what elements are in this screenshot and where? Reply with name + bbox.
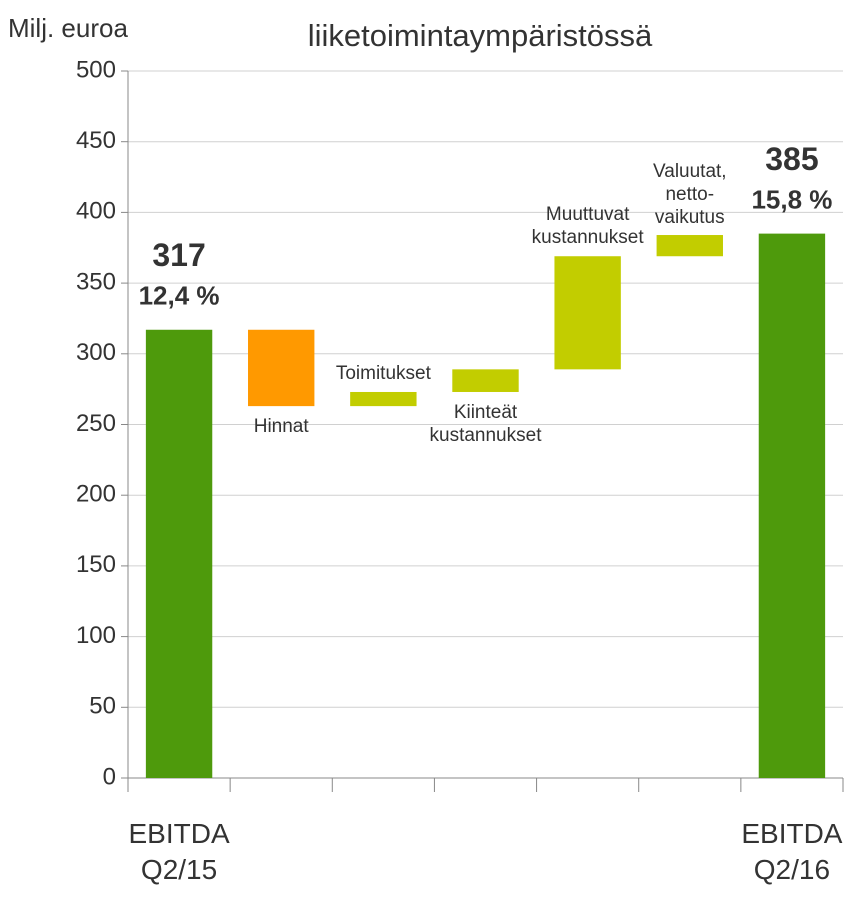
value-label: 385 bbox=[765, 141, 818, 177]
margin-label: 12,4 % bbox=[139, 281, 220, 311]
y-tick-label: 350 bbox=[76, 268, 116, 295]
bar bbox=[554, 256, 621, 370]
bar bbox=[145, 329, 213, 778]
bar bbox=[452, 369, 519, 392]
value-label: 317 bbox=[152, 237, 205, 273]
category-label: Toimitukset bbox=[335, 362, 431, 384]
y-tick-label: 450 bbox=[76, 127, 116, 154]
y-tick-label: 300 bbox=[76, 339, 116, 366]
chart-title: liiketoimintaympäristössä bbox=[308, 18, 653, 53]
y-tick-label: 500 bbox=[76, 56, 116, 83]
category-label: Hinnat bbox=[253, 416, 309, 438]
y-tick-label: 400 bbox=[76, 198, 116, 225]
y-tick-label: 150 bbox=[76, 551, 116, 578]
bar bbox=[350, 391, 417, 407]
category-label: Muuttuvat kustannukset bbox=[531, 204, 644, 249]
y-tick-label: 250 bbox=[76, 410, 116, 437]
bar bbox=[656, 235, 723, 257]
y-tick-label: 100 bbox=[76, 622, 116, 649]
bar bbox=[758, 233, 826, 779]
y-tick-label: 0 bbox=[103, 763, 116, 790]
margin-label: 15,8 % bbox=[751, 184, 832, 214]
x-tick-label: EBITDA Q2/16 bbox=[741, 818, 843, 886]
x-tick-label: EBITDA Q2/15 bbox=[128, 818, 230, 886]
category-label: Kiinteät kustannukset bbox=[429, 401, 542, 446]
y-tick-label: 200 bbox=[76, 481, 116, 508]
y-axis-label: Milj. euroa bbox=[8, 13, 128, 43]
bar bbox=[248, 329, 315, 407]
category-label: Valuutat, netto-vaikutus bbox=[652, 161, 727, 228]
y-tick-label: 50 bbox=[89, 693, 116, 720]
